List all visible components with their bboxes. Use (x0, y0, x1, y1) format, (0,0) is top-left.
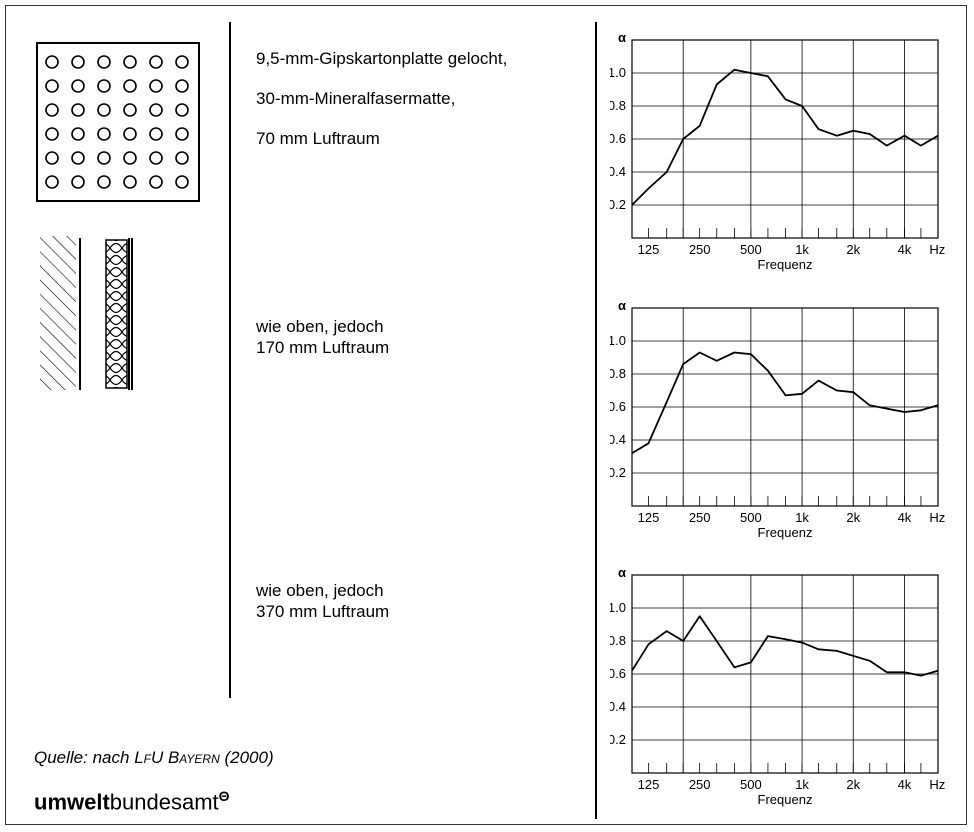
absorption-series-line (631, 351, 939, 454)
y-tick-label: 0.2 (610, 732, 626, 747)
x-tick-label: 125 (638, 510, 660, 525)
wall-section-illustration (40, 236, 133, 390)
x-tick-label: 500 (740, 242, 762, 257)
x-tick-label: 1k (795, 242, 809, 257)
x-axis-label: Frequenz (758, 257, 813, 272)
logo-regular-part: bundesamt (109, 789, 219, 815)
y-tick-label: 0.8 (610, 366, 626, 381)
y-axis-label: α (618, 565, 626, 580)
description-3-line1: wie oben, jedoch (256, 581, 384, 600)
y-tick-label: 1.0 (610, 600, 626, 615)
x-tick-label: 500 (740, 510, 762, 525)
y-tick-label: 0.4 (610, 699, 626, 714)
absorption-series-line (631, 615, 939, 677)
description-1-line3: 70 mm Luftraum (256, 129, 380, 148)
x-tick-label: 250 (689, 777, 711, 792)
y-tick-label: 0.6 (610, 666, 626, 681)
x-tick-label: Hz (929, 777, 945, 792)
right-divider (595, 22, 597, 819)
y-tick-label: 0.8 (610, 98, 626, 113)
y-tick-label: 1.0 (610, 333, 626, 348)
absorption-series-line (631, 68, 939, 206)
x-tick-label: 125 (638, 777, 660, 792)
x-tick-label: 500 (740, 777, 762, 792)
x-tick-label: 4k (898, 510, 912, 525)
x-tick-label: 2k (846, 777, 860, 792)
source-author: LfU Bayern (134, 748, 220, 767)
x-axis-label: Frequenz (758, 792, 813, 807)
absorption-chart-70mm: 0.2 0.4 0.6 0.8 1.0 α 125 250 500 1k 2k 4k Hz Frequen… (610, 30, 945, 272)
y-tick-label: 0.4 (610, 432, 626, 447)
y-tick-label: 0.6 (610, 131, 626, 146)
logo-bold-part: umwelt (34, 789, 110, 815)
absorption-chart-370mm: 0.2 0.4 0.6 0.8 1.0 α 125 250 500 1k 2k 4k Hz Frequen… (610, 565, 945, 807)
description-2: wie oben, jedoch 170 mm Luftraum (256, 316, 389, 358)
x-tick-label: Hz (929, 510, 945, 525)
description-2-line2: 170 mm Luftraum (256, 338, 390, 357)
description-1-line1: 9,5-mm-Gipskartonplatte gelocht, (256, 49, 508, 68)
x-tick-label: 1k (795, 510, 809, 525)
source-note: Quelle: nach LfU Bayern (2000) (34, 748, 274, 768)
x-tick-label: 125 (638, 242, 660, 257)
y-tick-label: 0.2 (610, 465, 626, 480)
source-prefix: Quelle: nach (34, 748, 135, 767)
x-tick-label: 2k (846, 242, 860, 257)
x-axis-label: Frequenz (758, 525, 813, 540)
y-tick-label: 1.0 (610, 65, 626, 80)
x-tick-label: 250 (689, 242, 711, 257)
logo-mark-icon: Θ (218, 788, 230, 804)
y-tick-label: 0.2 (610, 197, 626, 212)
x-tick-label: 4k (898, 242, 912, 257)
source-year: (2000) (219, 748, 274, 767)
umweltbundesamt-logo: umweltbundesamtΘ (34, 788, 230, 815)
left-divider (229, 22, 231, 698)
x-tick-label: 250 (689, 510, 711, 525)
y-tick-label: 0.4 (610, 164, 626, 179)
y-tick-label: 0.6 (610, 399, 626, 414)
description-1-line2: 30-mm-Mineralfasermatte, (256, 89, 456, 108)
description-2-line1: wie oben, jedoch (256, 317, 384, 336)
description-3: wie oben, jedoch 370 mm Luftraum (256, 580, 389, 622)
perforated-panel-illustration (36, 42, 200, 202)
x-tick-label: Hz (929, 242, 945, 257)
x-tick-label: 1k (795, 777, 809, 792)
x-tick-label: 2k (846, 510, 860, 525)
absorption-chart-170mm: 0.2 0.4 0.6 0.8 1.0 α 125 250 500 1k 2k 4k Hz Frequen… (610, 298, 945, 540)
x-tick-label: 4k (898, 777, 912, 792)
y-tick-label: 0.8 (610, 633, 626, 648)
y-axis-label: α (618, 30, 626, 45)
y-axis-label: α (618, 298, 626, 313)
description-1: 9,5-mm-Gipskartonplatte gelocht, 30-mm-M… (256, 48, 507, 149)
description-3-line2: 370 mm Luftraum (256, 602, 390, 621)
figure-frame (5, 5, 967, 825)
